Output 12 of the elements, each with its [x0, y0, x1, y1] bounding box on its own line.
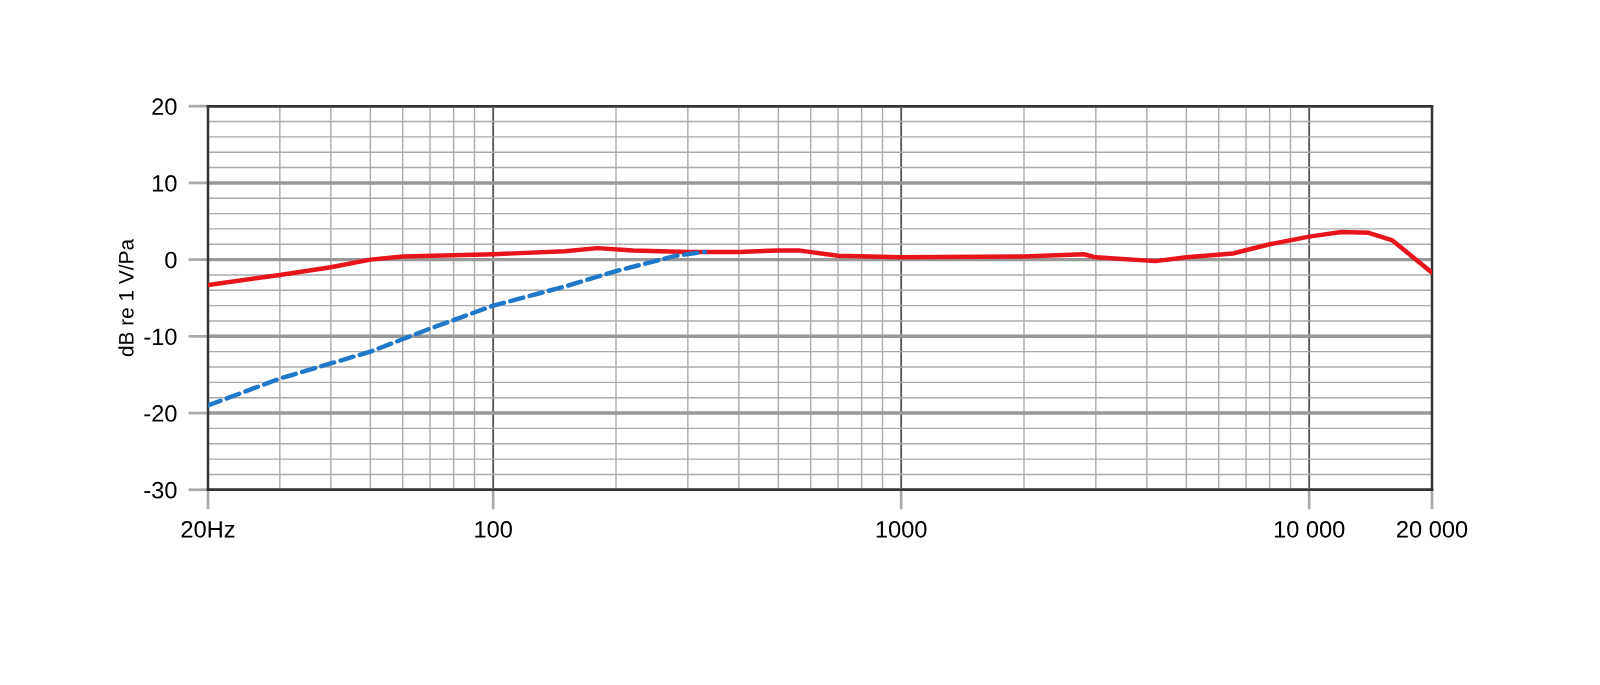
x-tick-label: 100 [475, 520, 512, 538]
y-tick-label: -30 [144, 481, 177, 499]
y-tick-label: -20 [144, 405, 177, 422]
y-tick-label: 20 [152, 98, 177, 115]
y-tick-label: 0 [165, 251, 177, 269]
y-tick-label: 10 [152, 174, 177, 192]
x-tick-label: 1000 [876, 520, 927, 538]
y-tick-label: -10 [144, 328, 177, 346]
y-axis-title: dB re 1 V/Pa [118, 238, 134, 357]
x-tick-label: 10 000 [1274, 520, 1345, 538]
x-tick-label: 20Hz [181, 520, 235, 538]
x-tick-label: 20 000 [1397, 520, 1468, 538]
